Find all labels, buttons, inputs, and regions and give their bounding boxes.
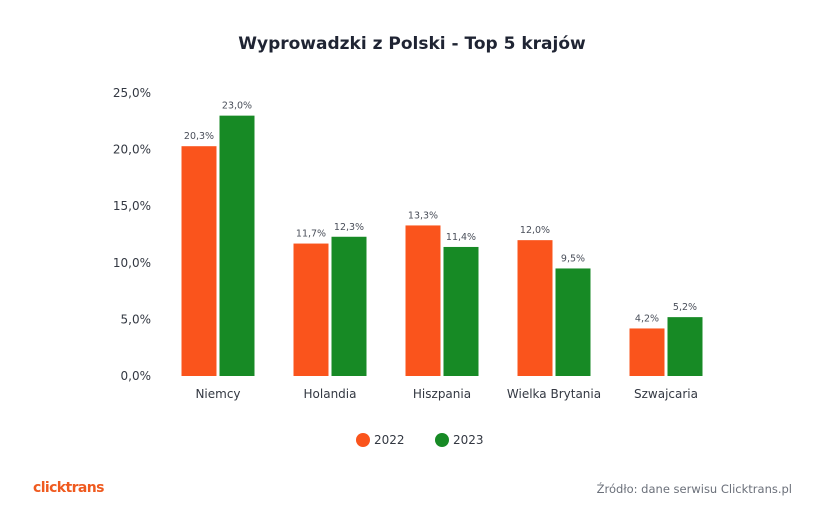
y-tick-label: 15,0% bbox=[113, 199, 151, 213]
data-label-2022: 12,0% bbox=[520, 225, 550, 236]
data-label-2022: 13,3% bbox=[408, 210, 438, 221]
y-tick-label: 25,0% bbox=[113, 86, 151, 100]
bar-2023 bbox=[219, 115, 255, 376]
bar-2022 bbox=[517, 240, 553, 376]
source-note: Źródło: dane serwisu Clicktrans.pl bbox=[596, 482, 792, 496]
legend-label-2023: 2023 bbox=[453, 433, 484, 447]
brand-logo: clicktrans bbox=[33, 480, 104, 496]
data-label-2023: 5,2% bbox=[673, 302, 697, 313]
data-label-2022: 20,3% bbox=[184, 131, 214, 142]
chart-title: Wyprowadzki z Polski - Top 5 krajów bbox=[238, 34, 586, 54]
x-tick-label: Holandia bbox=[304, 387, 357, 401]
y-tick-label: 5,0% bbox=[121, 312, 152, 326]
data-label-2022: 11,7% bbox=[296, 229, 326, 240]
bar-2023 bbox=[667, 317, 703, 376]
x-tick-label: Wielka Brytania bbox=[507, 387, 601, 401]
bar-2022 bbox=[293, 243, 329, 376]
bar-2023 bbox=[331, 236, 367, 376]
data-label-2022: 4,2% bbox=[635, 313, 659, 324]
y-tick-label: 10,0% bbox=[113, 256, 151, 270]
data-label-2023: 11,4% bbox=[446, 232, 476, 243]
bar-2023 bbox=[443, 246, 479, 376]
bar-2022 bbox=[629, 328, 665, 376]
x-tick-label: Szwajcaria bbox=[634, 387, 698, 401]
x-tick-label: Niemcy bbox=[195, 387, 240, 401]
y-tick-label: 20,0% bbox=[113, 143, 151, 157]
legend-marker-2023 bbox=[435, 433, 449, 447]
x-tick-label: Hiszpania bbox=[413, 387, 471, 401]
bar-2023 bbox=[555, 268, 591, 376]
legend-label-2022: 2022 bbox=[374, 433, 405, 447]
data-label-2023: 9,5% bbox=[561, 253, 585, 264]
data-label-2023: 23,0% bbox=[222, 101, 252, 112]
bar-2022 bbox=[405, 225, 441, 376]
legend-marker-2022 bbox=[356, 433, 370, 447]
data-label-2023: 12,3% bbox=[334, 222, 364, 233]
bar-2022 bbox=[181, 146, 217, 376]
y-tick-label: 0,0% bbox=[121, 369, 152, 383]
